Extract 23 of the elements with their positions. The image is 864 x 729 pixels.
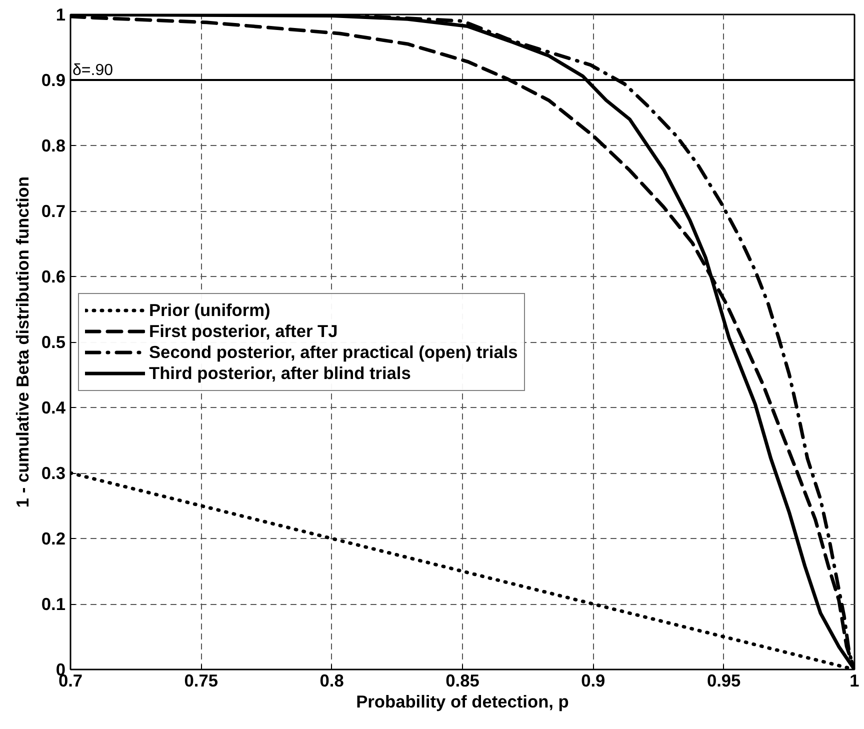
legend-label: Prior (uniform) (149, 300, 270, 320)
y-tick-label: 0.5 (41, 332, 66, 352)
y-tick-label: 0.4 (41, 398, 66, 418)
y-tick-label: 0.9 (41, 70, 66, 90)
y-tick-label: 0.3 (41, 463, 66, 483)
y-tick-label: 0.6 (41, 266, 66, 286)
legend-label: Third posterior, after blind trials (149, 362, 411, 384)
x-tick-label: 0.9 (581, 670, 606, 690)
x-tick-label: 0.8 (320, 670, 344, 690)
x-tick-label: 0.75 (184, 670, 218, 690)
x-tick-label: 0.95 (706, 670, 742, 690)
x-axis-title: Probability of detection, p (356, 692, 569, 712)
y-tick-label: 0.7 (41, 201, 66, 221)
ref-line-label: δ=.90 (72, 62, 114, 79)
legend-label: First posterior, after TJ (149, 320, 338, 342)
y-tick-label: 0.1 (41, 594, 66, 614)
y-axis-title: 1 - cumulative Beta distribution function (12, 176, 32, 508)
y-tick-label: 0.8 (41, 136, 66, 156)
x-tick-label: 0.85 (446, 670, 480, 690)
y-tick-label: 1 (56, 4, 66, 24)
y-tick-label: 0.2 (41, 528, 66, 548)
x-tick-label: 1 (850, 670, 860, 690)
legend-label: Second posterior, after practical (open) trials (149, 342, 518, 362)
